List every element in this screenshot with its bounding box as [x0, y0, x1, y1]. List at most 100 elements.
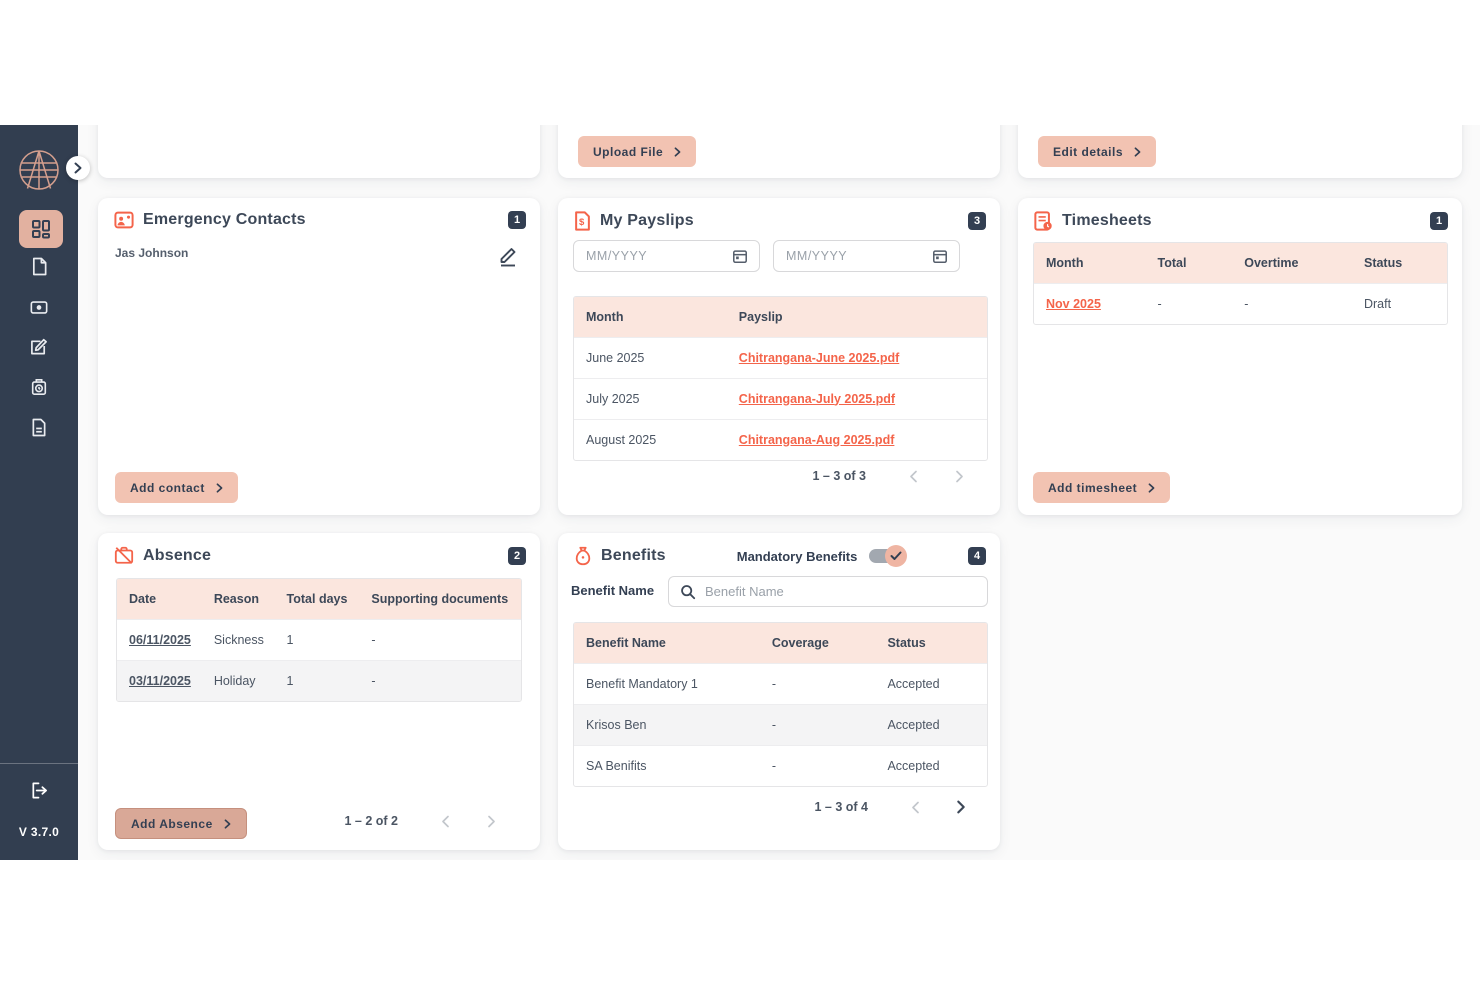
- pagination-prev-button[interactable]: [902, 465, 924, 487]
- table-link-cell[interactable]: 06/11/2025: [117, 618, 202, 660]
- svg-text:$: $: [579, 217, 585, 228]
- table-cell: Accepted: [875, 703, 987, 745]
- card-absence: Absence 2 Date Reason Total days Supporting…: [98, 533, 540, 850]
- logout-icon: [32, 782, 48, 799]
- sidebar-item-timesheets[interactable]: [30, 378, 48, 396]
- benefit-name-label: Benefit Name: [571, 583, 655, 598]
- sidebar-item-absence[interactable]: [30, 338, 48, 356]
- date-to-field[interactable]: [773, 240, 960, 272]
- chevron-right-icon: [1148, 482, 1155, 493]
- table-link-cell[interactable]: 03/11/2025: [117, 659, 202, 701]
- benefits-table: Benefit Name Coverage Status Benefit Manda…: [573, 622, 988, 787]
- contact-name: Jas Johnson: [115, 246, 189, 260]
- table-cell: Draft: [1351, 282, 1447, 324]
- pagination-range: 1 – 3 of 3: [812, 469, 867, 483]
- chevron-right-icon: [1134, 146, 1141, 157]
- column-header: Month: [574, 297, 727, 337]
- search-icon: [681, 584, 696, 599]
- table-cell: Sickness: [201, 618, 275, 660]
- column-header: Benefit Name: [574, 623, 760, 663]
- table-cell: Benefit Mandatory 1: [574, 662, 760, 704]
- pagination-next-button[interactable]: [480, 810, 502, 832]
- globe-logo-icon: [17, 148, 61, 197]
- chevron-right-icon: [674, 146, 681, 157]
- mandatory-benefits-label: Mandatory Benefits: [736, 548, 858, 564]
- sidebar-item-files[interactable]: [30, 418, 48, 436]
- count-badge: 1: [1430, 212, 1448, 230]
- date-to-input[interactable]: [786, 249, 932, 263]
- chevron-left-icon: [911, 801, 919, 813]
- chevron-right-icon: [224, 818, 231, 829]
- table-cell: -: [759, 744, 876, 786]
- document-icon: [32, 257, 46, 275]
- date-from-field[interactable]: [573, 240, 760, 272]
- payslip-dollar-icon: $: [575, 211, 590, 231]
- table-cell: Krisos Ben: [574, 703, 760, 745]
- calendar-icon[interactable]: [932, 248, 948, 264]
- column-header: Status: [875, 623, 987, 663]
- banknote-icon: [30, 300, 48, 314]
- benefits-moneybag-icon: [575, 546, 591, 566]
- chevron-right-icon: [487, 815, 495, 827]
- table-row: July 2025 Chitrangana-July 2025.pdf: [574, 377, 987, 419]
- payslips-table: Month Payslip June 2025 Chitrangana-June 2…: [573, 296, 988, 461]
- add-contact-button[interactable]: Add contact: [115, 472, 238, 503]
- card-title: Emergency Contacts: [143, 211, 306, 228]
- logout-button[interactable]: [30, 781, 48, 799]
- benefit-search-input[interactable]: [705, 584, 976, 599]
- calendar-icon[interactable]: [732, 248, 748, 264]
- add-absence-button[interactable]: Add Absence: [115, 808, 247, 839]
- sidebar-expand-button[interactable]: [66, 156, 90, 180]
- table-cell: 1: [274, 618, 360, 660]
- timesheet-icon: [1034, 211, 1052, 231]
- table-link-cell[interactable]: Chitrangana-June 2025.pdf: [726, 336, 987, 378]
- card-top-left: [98, 125, 540, 178]
- sidebar-item-payslips[interactable]: [30, 298, 48, 316]
- column-header: Month: [1034, 243, 1146, 283]
- add-timesheet-button[interactable]: Add timesheet: [1033, 472, 1171, 503]
- chevron-right-icon: [216, 482, 223, 493]
- table-cell: August 2025: [574, 418, 727, 460]
- pagination-next-button[interactable]: [948, 465, 970, 487]
- chevron-right-icon: [955, 470, 963, 482]
- edit-details-button[interactable]: Edit details: [1038, 136, 1157, 167]
- table-row: Benefit Mandatory 1- Accepted: [574, 662, 987, 704]
- table-row: 03/11/2025 Holiday 1-: [117, 659, 521, 701]
- benefit-search-field[interactable]: [668, 576, 988, 607]
- benefits-pagination: 1 – 3 of 4: [815, 796, 973, 818]
- column-header: Overtime: [1232, 243, 1352, 283]
- table-cell: -: [359, 618, 521, 660]
- check-icon: [890, 551, 902, 560]
- table-row: Nov 2025- - Draft: [1034, 282, 1447, 324]
- date-from-input[interactable]: [586, 249, 732, 263]
- table-row: Krisos Ben - Accepted: [574, 703, 987, 745]
- dashboard-icon: [32, 220, 50, 239]
- chevron-right-icon: [957, 800, 965, 814]
- sidebar-item-dashboard[interactable]: [19, 210, 63, 248]
- chevron-left-icon: [909, 470, 917, 482]
- pagination-next-button[interactable]: [950, 796, 972, 818]
- table-cell: Accepted: [875, 662, 987, 704]
- edit-contact-button[interactable]: [498, 246, 518, 270]
- table-row: SA Benifits - Accepted: [574, 744, 987, 786]
- table-link-cell[interactable]: Nov 2025: [1034, 282, 1146, 324]
- column-header: Coverage: [759, 623, 876, 663]
- count-badge: 2: [508, 546, 526, 565]
- column-header: Reason: [201, 579, 275, 619]
- table-row: August 2025 Chitrangana-Aug 2025.pdf: [574, 418, 987, 460]
- pagination-prev-button[interactable]: [904, 796, 926, 818]
- table-cell: Holiday: [201, 659, 275, 701]
- sidebar-item-documents[interactable]: [30, 257, 48, 275]
- sidebar: V 3.7.0: [0, 125, 90, 860]
- mandatory-benefits-toggle[interactable]: [869, 545, 908, 567]
- upload-file-button[interactable]: Upload File: [578, 136, 697, 167]
- pagination-prev-button[interactable]: [434, 810, 456, 832]
- main-content: Upload File Edit details Emergency Conta…: [78, 125, 1480, 860]
- table-link-cell[interactable]: Chitrangana-July 2025.pdf: [726, 377, 987, 419]
- column-header: Payslip: [726, 297, 987, 337]
- table-link-cell[interactable]: Chitrangana-Aug 2025.pdf: [726, 418, 987, 460]
- chevron-right-icon: [74, 162, 82, 174]
- pagination-range: 1 – 3 of 4: [814, 800, 869, 814]
- table-cell: June 2025: [574, 336, 727, 378]
